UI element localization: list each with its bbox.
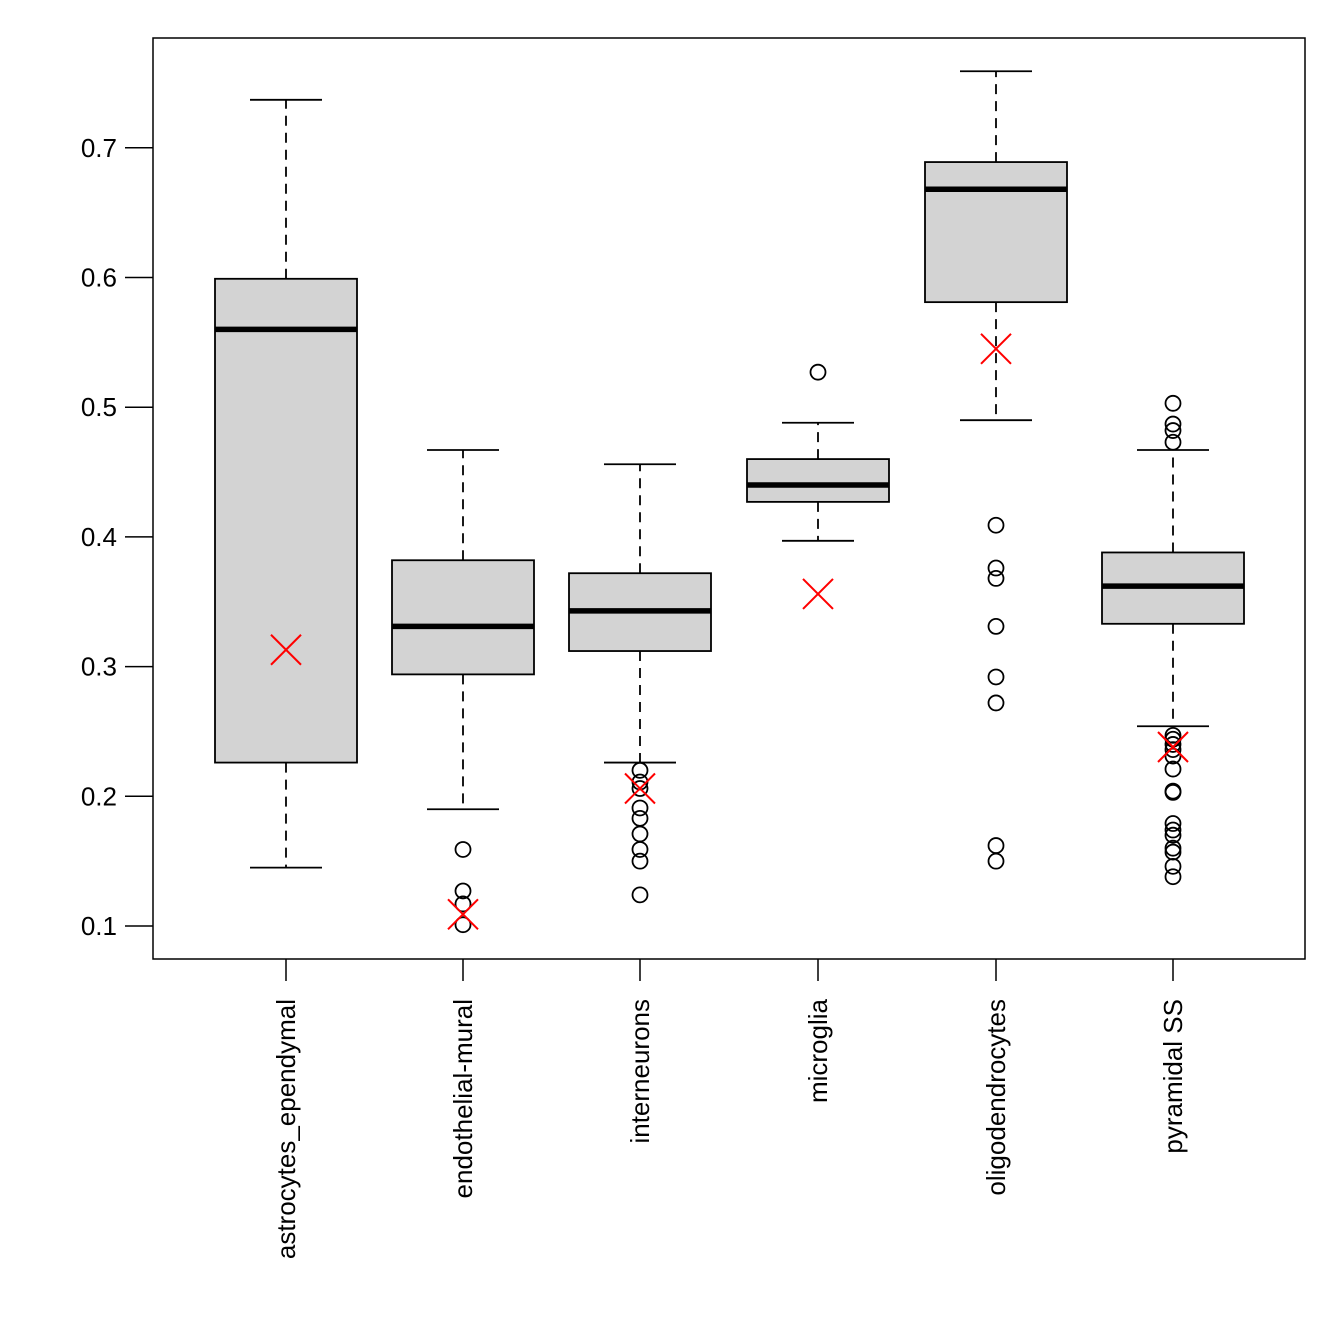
outlier-point [987, 559, 1005, 577]
outlier-point [1164, 868, 1182, 886]
outlier-point [1164, 857, 1182, 875]
box-group-interneurons [568, 463, 712, 904]
marker-x-stroke [270, 634, 302, 666]
outlier-point [987, 837, 1005, 854]
outlier-point [1164, 747, 1182, 765]
x-tick-label: oligodendrocytes [981, 999, 1011, 1196]
y-tick-label: 0.4 [81, 522, 117, 552]
outlier-point [1164, 422, 1182, 439]
outlier-point [631, 799, 649, 817]
outlier-point [987, 617, 1005, 635]
outlier-point [987, 694, 1005, 712]
x-tick-label: pyramidal SS [1158, 999, 1188, 1154]
outlier-point [454, 882, 472, 900]
outlier-point [1164, 839, 1182, 857]
y-tick-label: 0.5 [81, 392, 117, 422]
outlier-point [1164, 433, 1182, 451]
box-group-oligodendrocytes [924, 70, 1068, 870]
marker-x [447, 898, 479, 931]
outlier-point [1164, 826, 1182, 844]
outlier-point [987, 668, 1005, 686]
outlier-point [1164, 736, 1182, 753]
x-tick-label: interneurons [625, 999, 655, 1144]
box-group-pyramidal-ss [1101, 394, 1245, 886]
marker-x-stroke [980, 333, 1012, 365]
box-group-astrocytes-ependymal [214, 98, 358, 869]
outlier-point [987, 570, 1005, 587]
x-tick-label: astrocytes_ependymal [271, 999, 301, 1259]
y-tick-label: 0.7 [81, 133, 117, 163]
x-tick-label: endothelial-mural [448, 999, 478, 1198]
marker-x [802, 578, 834, 610]
marker-x [624, 772, 656, 805]
outlier-point [631, 841, 649, 858]
outlier-point [454, 841, 472, 858]
outlier-point [631, 780, 649, 797]
marker-x [270, 634, 302, 666]
outlier-point [1164, 784, 1182, 801]
outlier-point [1164, 843, 1182, 861]
outlier-point [454, 916, 472, 934]
marker-x [1157, 731, 1189, 763]
outlier-point [1164, 815, 1182, 832]
marker-x-stroke [802, 578, 834, 610]
y-tick-label: 0.6 [81, 263, 117, 293]
outlier-point [1164, 821, 1182, 839]
box-iqr [924, 161, 1068, 304]
outlier-point [631, 761, 649, 779]
x-axis: astrocytes_ependymal endothelial-mural int… [271, 959, 1188, 1259]
outlier-point [1164, 394, 1182, 412]
box-group-endothelial-mural [391, 449, 535, 934]
outlier-point [454, 895, 472, 913]
boxes-layer [214, 70, 1245, 934]
outlier-point [631, 825, 649, 843]
x-tick-label: microglia [803, 998, 833, 1103]
plot-frame [152, 37, 1306, 960]
outlier-point [987, 852, 1005, 870]
outlier-point [1164, 741, 1182, 759]
y-axis: 0.1 0.2 0.3 0.4 0.5 0.6 0.7 [81, 133, 153, 941]
outlier-point [1164, 415, 1182, 433]
box-iqr [746, 458, 890, 503]
marker-x-stroke [1157, 731, 1189, 763]
y-tick-label: 0.3 [81, 652, 117, 682]
outlier-point [631, 852, 649, 870]
outlier-point [809, 363, 827, 381]
box-iqr [391, 559, 535, 676]
outlier-point [631, 886, 649, 904]
marker-x-stroke [447, 898, 479, 931]
y-tick-label: 0.1 [81, 911, 117, 941]
outlier-point [987, 516, 1005, 534]
box-group-microglia [746, 363, 890, 610]
marker-x [980, 333, 1012, 365]
box-iqr [214, 277, 358, 764]
y-tick-label: 0.2 [81, 781, 117, 811]
outlier-point [1164, 760, 1182, 778]
marker-x-stroke [624, 772, 656, 805]
outlier-point [631, 809, 649, 827]
